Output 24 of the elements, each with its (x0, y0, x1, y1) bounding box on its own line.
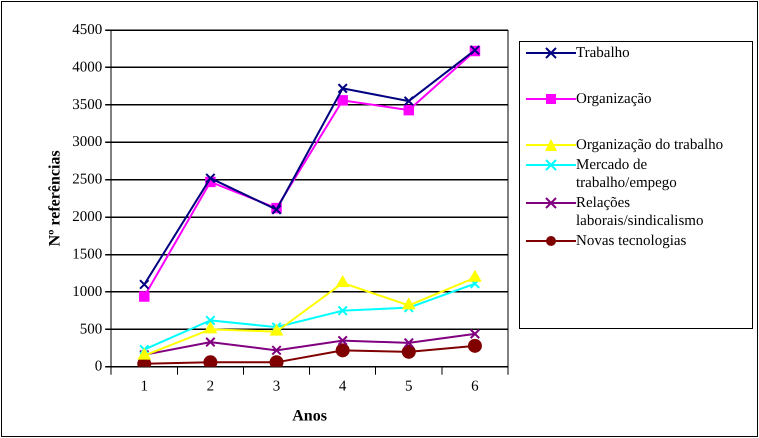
y-tick-label: 4000 (72, 59, 102, 76)
y-tick-label: 2500 (72, 172, 102, 188)
y-tick-label: 4500 (72, 22, 102, 38)
legend-label: Novas tecnologias (576, 232, 688, 250)
x-tick-label: 2 (206, 378, 214, 395)
y-tick-label: 2000 (72, 209, 102, 226)
x-tick-label: 1 (140, 378, 148, 395)
y-tick-label: 3500 (72, 96, 102, 113)
legend-label: Organização do trabalho (576, 136, 724, 154)
legend-label: Trabalho (576, 44, 631, 62)
y-tick-label: 500 (80, 321, 102, 338)
y-tick-label: 1000 (72, 284, 102, 300)
y-axis-title: Nº referências (46, 150, 64, 246)
x-tick-label: 3 (272, 378, 280, 395)
x-tick-label: 5 (405, 378, 413, 395)
x-tick-label: 6 (471, 378, 480, 395)
legend-label: Relações laborais/sindicalismo (576, 194, 704, 230)
y-tick-label: 0 (94, 358, 102, 375)
legend-label: Organização (576, 90, 653, 108)
y-tick-label: 3000 (72, 134, 102, 150)
legend-label: Mercado de trabalho/empego (576, 156, 678, 192)
y-tick-label: 1500 (72, 246, 102, 262)
x-tick-label: 4 (338, 378, 347, 395)
x-axis-title: Anos (292, 408, 327, 425)
